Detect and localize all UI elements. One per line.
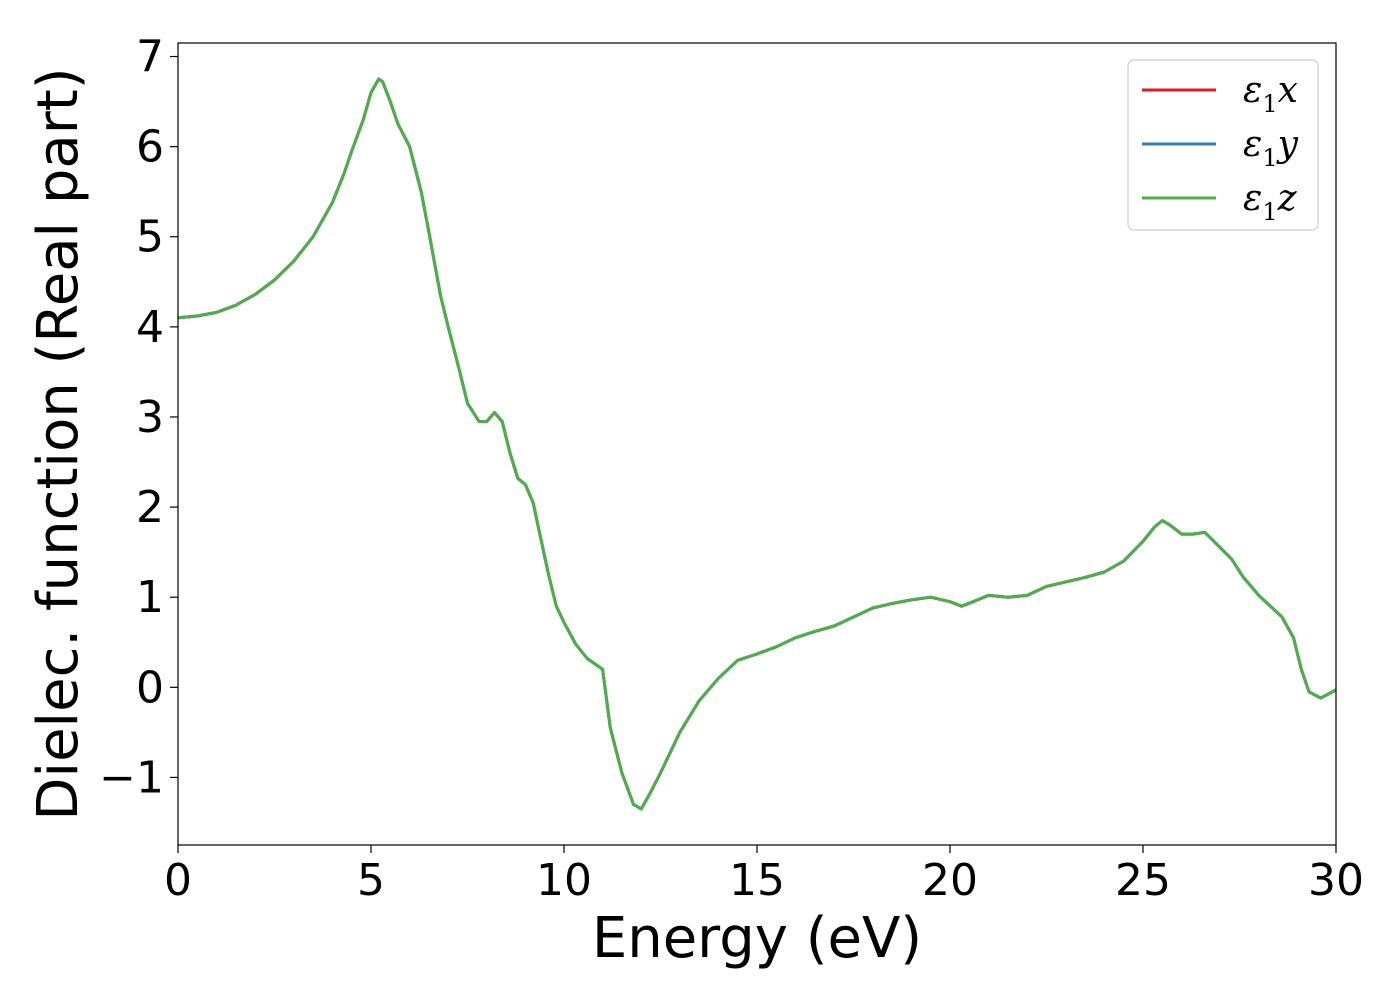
series-layer (178, 77, 1336, 811)
x-tick-label: 30 (1308, 855, 1364, 906)
y-tick-label: 5 (136, 212, 164, 263)
legend-label-z: ε1z (1243, 178, 1298, 226)
y-tick-label: 4 (136, 302, 164, 353)
legend-symbol: ε (1243, 178, 1262, 219)
legend-subscript: 1 (1262, 144, 1277, 172)
legend-variable: x (1278, 70, 1298, 111)
y-tick-label: 1 (136, 572, 164, 623)
x-tick-label: 20 (922, 855, 978, 906)
y-tick-label: 7 (136, 32, 164, 83)
x-axis-label: Energy (eV) (592, 906, 922, 971)
legend-label-y: ε1y (1243, 124, 1299, 172)
legend-symbol: ε (1243, 124, 1262, 165)
y-axis: −1 0 1 2 3 4 5 6 7 (99, 32, 178, 803)
legend-variable: z (1277, 178, 1298, 219)
series-line-z (178, 77, 1336, 811)
x-tick-label: 15 (729, 855, 785, 906)
x-tick-label: 0 (164, 855, 192, 906)
x-axis: 0 5 10 15 20 25 30 (164, 845, 1364, 906)
x-tick-label: 5 (357, 855, 385, 906)
x-tick-label: 25 (1115, 855, 1171, 906)
x-tick-label: 10 (536, 855, 592, 906)
legend-box (1127, 59, 1319, 231)
legend-variable: y (1276, 124, 1299, 165)
y-tick-label: −1 (99, 752, 164, 803)
y-tick-label: 6 (136, 122, 164, 173)
legend-subscript: 1 (1262, 90, 1277, 118)
legend-subscript: 1 (1262, 198, 1277, 226)
y-axis-label: Dielec. function (Real part) (26, 67, 91, 820)
legend-symbol: ε (1243, 70, 1262, 111)
legend-label-x: ε1x (1243, 70, 1298, 118)
y-tick-label: 2 (136, 482, 164, 533)
y-tick-label: 3 (136, 392, 164, 443)
y-tick-label: 0 (136, 662, 164, 713)
